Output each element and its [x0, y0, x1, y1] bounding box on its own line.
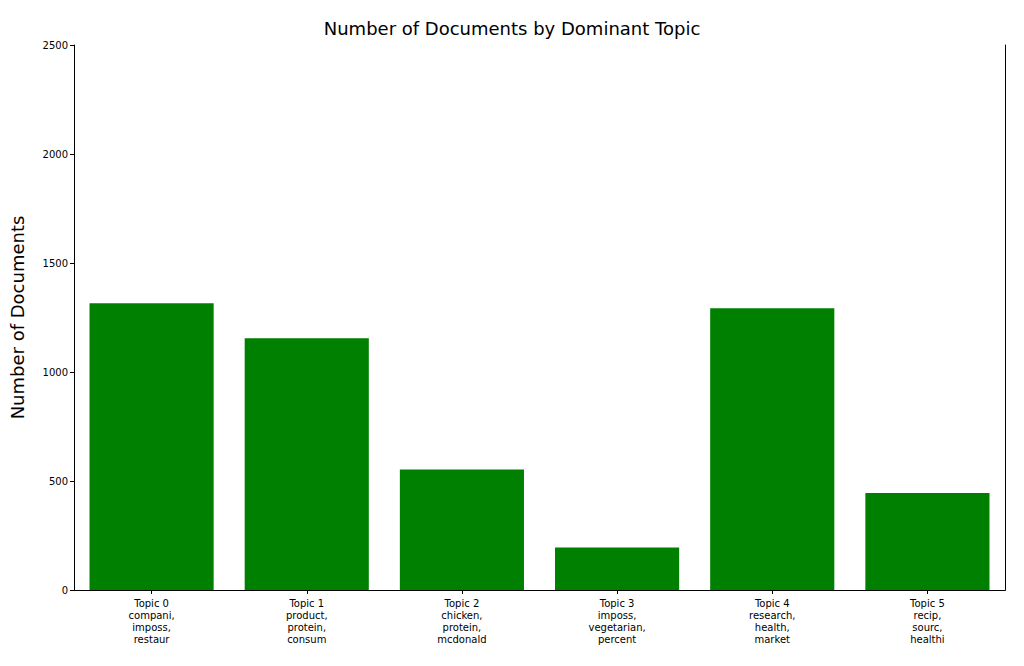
svg-text:Topic 5: Topic 5 — [909, 598, 945, 609]
svg-text:restaur: restaur — [134, 634, 171, 645]
svg-text:Topic 0: Topic 0 — [133, 598, 169, 609]
svg-text:Topic 2: Topic 2 — [444, 598, 480, 609]
svg-text:500: 500 — [49, 476, 68, 487]
svg-text:market: market — [755, 634, 791, 645]
svg-text:product,: product, — [286, 610, 328, 621]
svg-text:percent: percent — [598, 634, 636, 645]
svg-text:mcdonald: mcdonald — [437, 634, 486, 645]
svg-text:Number of Documents by Dominan: Number of Documents by Dominant Topic — [324, 18, 701, 39]
svg-text:compani,: compani, — [129, 610, 175, 621]
svg-text:1500: 1500 — [43, 258, 68, 269]
svg-text:protein,: protein, — [287, 622, 326, 633]
svg-text:Topic 3: Topic 3 — [599, 598, 635, 609]
svg-text:2500: 2500 — [43, 40, 68, 51]
svg-text:healthi: healthi — [910, 634, 944, 645]
svg-text:vegetarian,: vegetarian, — [589, 622, 646, 633]
svg-text:consum: consum — [287, 634, 326, 645]
svg-text:recip,: recip, — [913, 610, 941, 621]
svg-text:2000: 2000 — [43, 149, 68, 160]
svg-text:Topic 4: Topic 4 — [754, 598, 790, 609]
svg-text:1000: 1000 — [43, 367, 68, 378]
svg-text:health,: health, — [755, 622, 790, 633]
svg-text:protein,: protein, — [443, 622, 482, 633]
svg-text:imposs,: imposs, — [598, 610, 637, 621]
svg-text:research,: research, — [749, 610, 795, 621]
svg-text:Number of Documents: Number of Documents — [7, 216, 28, 420]
svg-text:0: 0 — [62, 585, 68, 596]
svg-text:imposs,: imposs, — [132, 622, 171, 633]
svg-text:Topic 1: Topic 1 — [288, 598, 324, 609]
svg-text:sourc,: sourc, — [912, 622, 942, 633]
svg-text:chicken,: chicken, — [441, 610, 482, 621]
